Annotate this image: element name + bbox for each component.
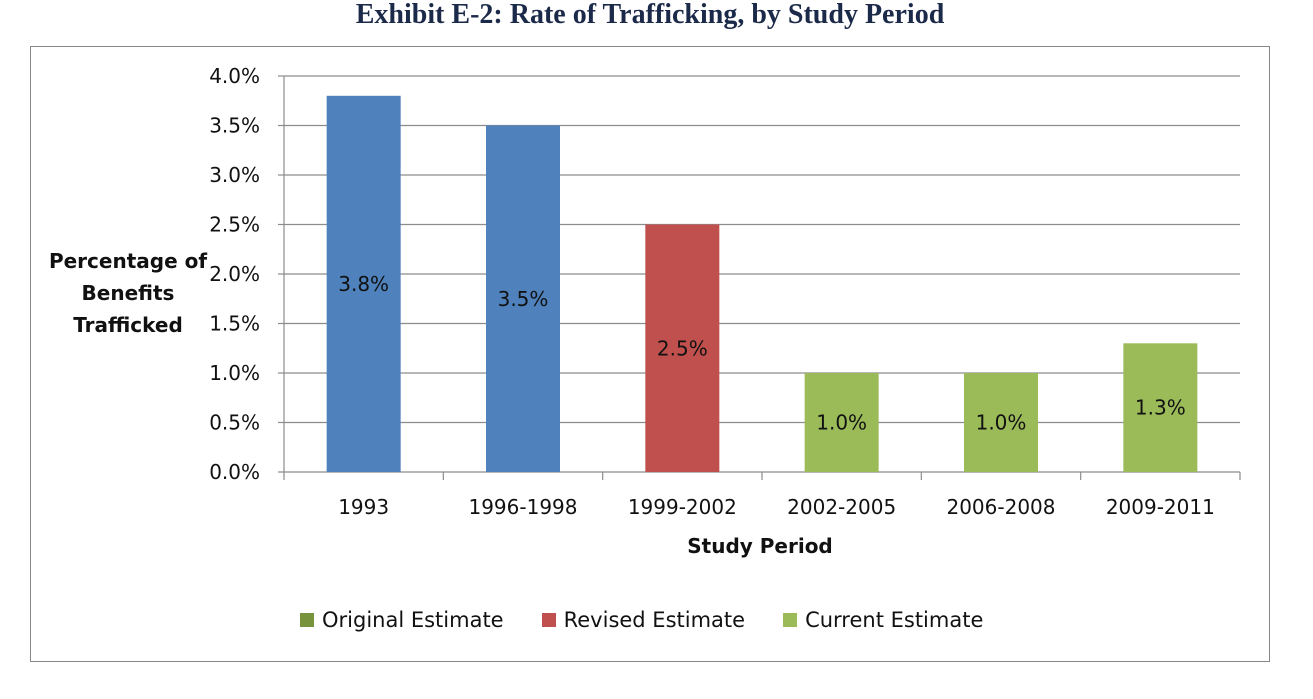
legend: Original Estimate Revised Estimate Curre… bbox=[300, 608, 1021, 632]
y-tick-label: 0.0% bbox=[209, 460, 260, 484]
legend-item-revised: Revised Estimate bbox=[541, 608, 746, 632]
legend-item-current: Current Estimate bbox=[783, 608, 983, 632]
data-label-1993: 3.8% bbox=[338, 272, 389, 296]
legend-label-original: Original Estimate bbox=[322, 608, 504, 632]
legend-item-original: Original Estimate bbox=[300, 608, 504, 632]
data-label-2009-2011: 1.3% bbox=[1135, 396, 1186, 420]
x-tick-label-2009-2011: 2009-2011 bbox=[1106, 495, 1215, 519]
legend-swatch-original bbox=[300, 613, 314, 627]
x-tick-label-1999-2002: 1999-2002 bbox=[628, 495, 737, 519]
data-label-2002-2005: 1.0% bbox=[816, 411, 867, 435]
x-tick-label-2002-2005: 2002-2005 bbox=[787, 495, 896, 519]
bar-1993 bbox=[326, 95, 401, 473]
y-tick-label: 1.0% bbox=[209, 361, 260, 385]
bar-2002-2005 bbox=[804, 373, 879, 472]
y-tick-label: 3.5% bbox=[209, 114, 260, 138]
y-tick-label: 0.5% bbox=[209, 411, 260, 435]
bar-2009-2011 bbox=[1123, 343, 1198, 472]
x-tick-label-1993: 1993 bbox=[338, 495, 389, 519]
legend-label-current: Current Estimate bbox=[805, 608, 984, 632]
data-label-1999-2002: 2.5% bbox=[657, 336, 708, 360]
bar-2006-2008 bbox=[964, 373, 1038, 472]
data-label-2006-2008: 1.0% bbox=[976, 411, 1027, 435]
y-tick-label: 2.5% bbox=[209, 213, 260, 237]
legend-swatch-current bbox=[783, 613, 798, 627]
x-tick-label-1996-1998: 1996-1998 bbox=[468, 495, 577, 519]
bar-1996-1998 bbox=[486, 125, 560, 472]
y-tick-label: 1.5% bbox=[209, 312, 260, 336]
y-tick-label: 3.0% bbox=[209, 163, 260, 187]
y-tick-label: 2.0% bbox=[209, 262, 260, 286]
data-label-1996-1998: 3.5% bbox=[498, 287, 549, 311]
y-axis-label: Percentage of Benefits Trafficked bbox=[48, 249, 208, 337]
chart-title: Exhibit E-2: Rate of Trafficking, by Stu… bbox=[355, 0, 945, 30]
y-tick-label: 4.0% bbox=[209, 64, 260, 88]
x-tick-label-2006-2008: 2006-2008 bbox=[946, 495, 1055, 519]
bar-1999-2002 bbox=[645, 224, 720, 472]
legend-swatch-revised bbox=[541, 613, 556, 627]
x-axis-label: Study Period bbox=[687, 534, 833, 558]
legend-label-revised: Revised Estimate bbox=[563, 608, 746, 632]
